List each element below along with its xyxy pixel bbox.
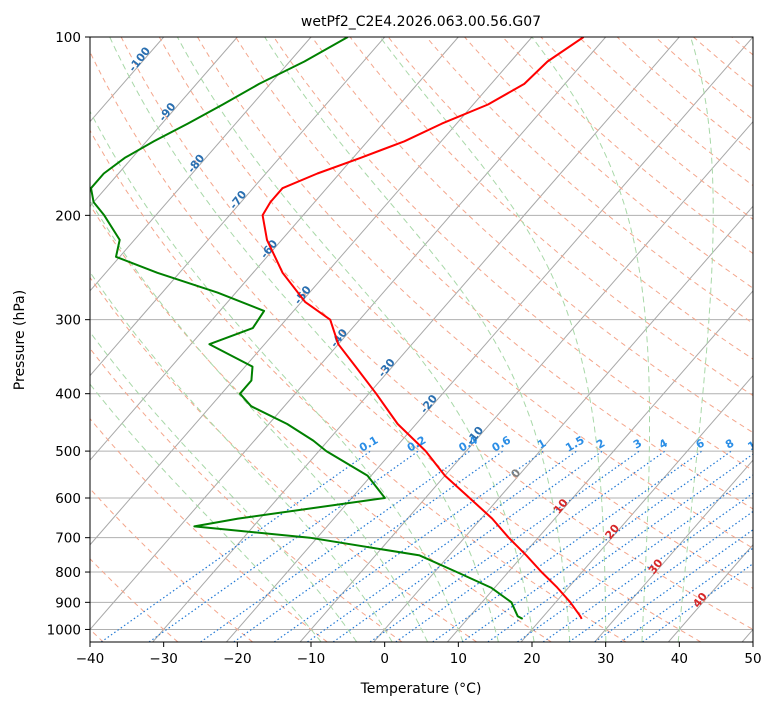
isotherm-line [90,37,607,631]
moist-adiabat-line [109,37,499,642]
isotherm-line [373,205,753,642]
moist-adiabat-line [90,331,358,642]
mixing-ratio-line [332,450,603,642]
moist-adiabat-line [90,199,428,642]
y-tick-label: 100 [55,30,81,46]
dry-adiabat-line [235,37,753,510]
x-tick-label: 10 [450,651,467,667]
axis-ticks: −40 −30 −20 −10 0 10 20 30 40 50 100 200 300 400 500 60… [47,30,762,667]
mixing-ratio-line [517,474,753,642]
y-tick-label: 800 [55,565,81,581]
x-axis-label: Temperature (°C) [360,681,482,697]
y-tick-label: 900 [55,595,81,611]
y-tick-label: 500 [55,444,81,460]
dry-adiabat-line [273,37,753,472]
isotherm-line [90,37,386,377]
mixing-ratio-line [273,450,544,642]
y-tick-label: 200 [55,208,81,224]
plot-area: 0.10.20.40.611.52346810131620253036-100-… [90,37,766,642]
mixing-ratio-line [369,450,640,642]
moist-adiabat-line [531,37,650,642]
isotherm-line [447,290,753,642]
y-tick-label: 300 [55,313,81,329]
chart-title: wetPf2_C2E4.2026.063.00.56.G07 [301,14,541,30]
dry-adiabat-line [90,50,702,642]
mixing-ratio-line [461,450,732,642]
dry-adiabat-line [197,37,753,549]
dry-adiabat-line [90,417,328,642]
isotherm-line [90,37,459,461]
x-tick-label: −20 [223,651,252,667]
dry-adiabat-line [311,37,753,434]
isotherm-line [90,37,533,546]
dry-adiabat-line [578,37,753,187]
dry-adiabat-line [90,204,552,642]
mixing-ratio-line [100,450,371,642]
mixing-ratio-label: 10 [746,434,766,453]
x-tick-label: 20 [523,651,540,667]
x-tick-label: 0 [380,651,389,667]
mixing-ratio-line [594,529,753,642]
moist-adiabat-line [677,37,714,642]
dry-adiabat-line [120,37,753,630]
temperature-profile-line [261,37,585,620]
dry-adiabat-line [90,129,627,642]
dry-adiabat-line [90,347,403,642]
isotherm-line [90,37,238,207]
moist-adiabat-line [90,110,464,642]
x-tick-label: 50 [744,651,761,667]
y-axis-label: Pressure (hPa) [12,290,28,390]
mixing-ratio-line [568,510,753,642]
moist-adiabat-line [176,37,535,642]
dry-adiabat-line [387,37,753,360]
dry-adiabat-line [616,37,753,153]
plot-frame [89,36,754,643]
dewpoint-profile-line [90,37,524,620]
y-tick-label: 1000 [47,622,81,638]
mixing-ratio-line [395,450,666,642]
x-tick-label: 40 [671,651,688,667]
moist-adiabat-line [264,37,571,642]
mixing-ratio-line [307,450,578,642]
y-tick-label: 700 [55,531,81,547]
y-tick-label: 400 [55,387,81,403]
mixing-ratio-line [542,492,753,642]
isotherm-line [520,374,753,642]
moist-adiabat-line [90,383,322,642]
x-tick-label: −40 [76,651,105,667]
mixing-ratio-line [148,450,419,642]
dry-adiabat-line [158,37,753,589]
dry-adiabat-line [349,37,753,397]
y-tick-label: 600 [55,491,81,507]
mixing-ratio-line [487,453,753,642]
x-tick-label: −30 [149,651,178,667]
isotherm-line [226,37,753,642]
mixing-ratio-line [432,450,703,642]
x-tick-label: −10 [297,651,326,667]
isotherm-line [90,37,312,292]
mixing-ratio-line [200,450,471,642]
moist-adiabat-line [379,37,607,642]
isotherm-line [152,37,680,642]
x-tick-label: 30 [597,651,614,667]
isotherm-line [594,459,753,642]
